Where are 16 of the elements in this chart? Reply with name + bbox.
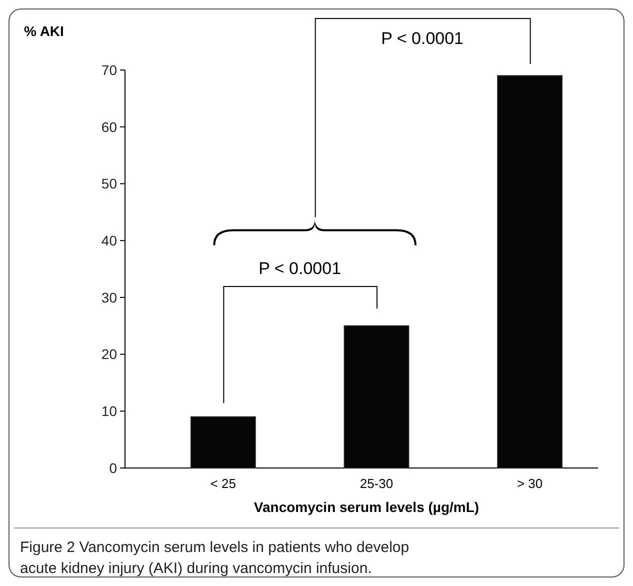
y-tick-label: 20	[101, 346, 118, 362]
y-tick-label: 0	[109, 460, 118, 476]
y-tick-label: 70	[101, 62, 118, 78]
y-tick-label: 30	[101, 289, 118, 306]
x-tick-label: > 30	[516, 476, 543, 491]
x-tick-label: < 25	[210, 476, 236, 491]
y-tick-label: 60	[101, 118, 118, 135]
x-axis-title: Vancomycin serum levels (µg/mL)	[254, 499, 480, 515]
x-tick-label: 25-30	[360, 476, 394, 491]
annotation: P < 0.0001	[258, 259, 342, 278]
caption: Figure 2 Vancomycin serum levels in patients who develop acute kidney injury (AKI) during vancomycin infusion.	[20, 539, 410, 577]
y-tick-label: 40	[101, 232, 118, 248]
y-tick-label: 50	[101, 176, 118, 192]
y-tick-label: 10	[101, 403, 118, 420]
text: P < 0.0001	[381, 29, 464, 48]
y-axis-title: % AKI	[24, 23, 64, 39]
